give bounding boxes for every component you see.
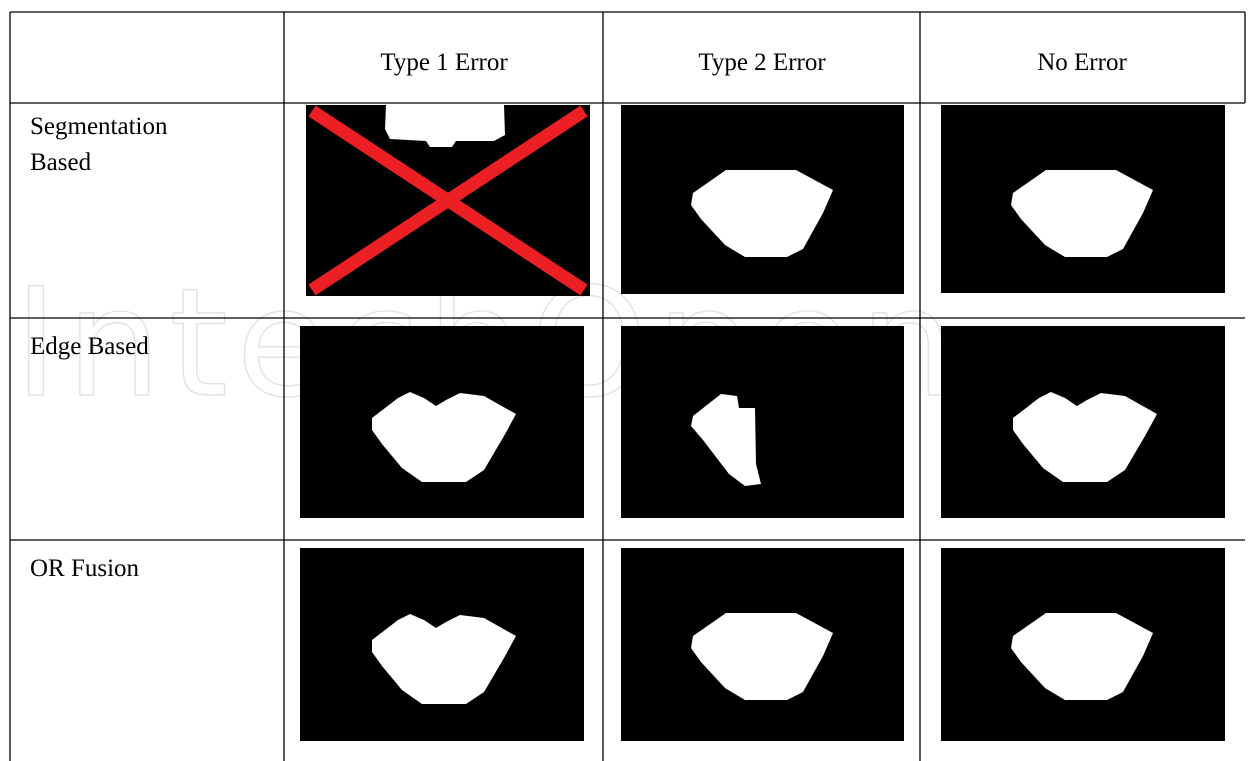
mask-image — [941, 548, 1225, 741]
column-header: No Error — [1037, 49, 1127, 76]
mask-image — [306, 105, 590, 296]
mask-image — [300, 326, 584, 518]
mask-image — [941, 326, 1225, 518]
mask-image — [621, 548, 904, 741]
table-rules — [9, 11, 1246, 761]
mask-image — [621, 105, 904, 294]
row-label: Based — [30, 149, 92, 176]
mask-image — [621, 326, 904, 518]
mask-image — [941, 105, 1225, 293]
column-header: Type 2 Error — [698, 49, 826, 76]
row-label: OR Fusion — [30, 555, 140, 582]
mask-image — [300, 548, 584, 741]
row-label: Segmentation — [30, 113, 168, 140]
column-header: Type 1 Error — [380, 49, 508, 76]
row-label: Edge Based — [30, 333, 149, 360]
